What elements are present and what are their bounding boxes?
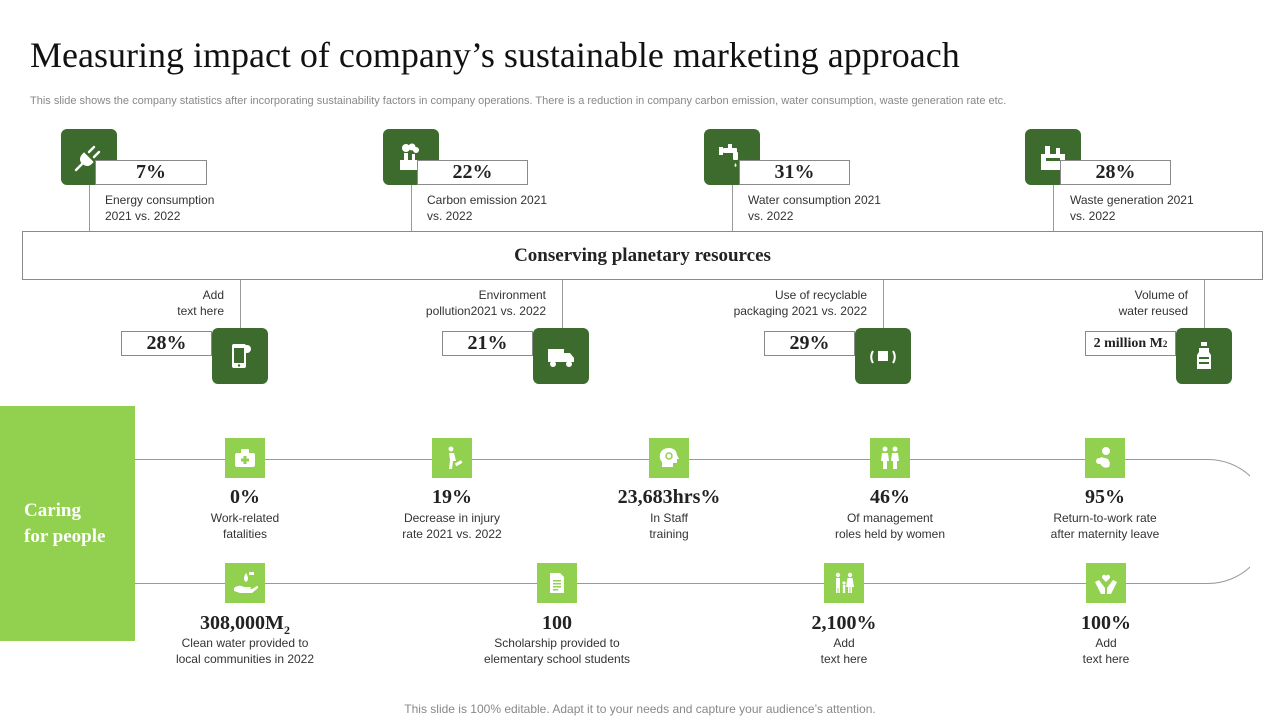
people-label-4: Of management roles held by women — [834, 511, 946, 541]
people-section-label: Caring for people — [0, 406, 135, 641]
bottom-metric-label-4: Volume of water reused — [1118, 288, 1188, 318]
plug-icon — [61, 129, 117, 185]
people-value-1: 0% — [230, 486, 260, 508]
people-label-6: Clean water provided to local communitie… — [175, 636, 315, 666]
bottom-metric-label-1: Add text here — [177, 288, 224, 318]
people-label-8: Add text here — [820, 636, 868, 666]
timeline-curve — [1207, 459, 1250, 584]
women-icon — [870, 438, 910, 478]
people-value-7: 100 — [542, 612, 572, 634]
bottom-metric-value-3: 29% — [764, 331, 855, 356]
top-metric-value-4: 28% — [1060, 160, 1171, 185]
care-hands-icon — [1086, 563, 1126, 603]
page-title: Measuring impact of company’s sustainabl… — [30, 35, 960, 75]
people-value-5: 95% — [1085, 486, 1125, 508]
recycle-box-icon — [855, 328, 911, 384]
document-icon — [537, 563, 577, 603]
first-aid-icon — [225, 438, 265, 478]
footer-note: This slide is 100% editable. Adapt it to… — [404, 702, 876, 716]
bottom-metric-value-2: 21% — [442, 331, 533, 356]
top-metric-value-3: 31% — [739, 160, 850, 185]
water-hand-icon — [225, 563, 265, 603]
top-metric-value-2: 22% — [417, 160, 528, 185]
top-metric-label-1: Energy consumption 2021 vs. 2022 — [105, 193, 215, 223]
bottle-icon — [1176, 328, 1232, 384]
people-label-3: In Staff training — [649, 511, 689, 541]
truck-icon — [533, 328, 589, 384]
people-label-5: Return-to-work rate after maternity leav… — [1050, 511, 1160, 541]
people-value-6: 308,000M2 — [200, 612, 290, 637]
people-value-2: 19% — [432, 486, 472, 508]
section-banner: Conserving planetary resources — [22, 231, 1263, 280]
people-label-9: Add text here — [1082, 636, 1130, 666]
people-label-2: Decrease in injury rate 2021 vs. 2022 — [402, 511, 502, 541]
top-metric-label-3: Water consumption 2021 vs. 2022 — [748, 193, 881, 223]
bottom-metric-label-2: Environment pollution2021 vs. 2022 — [425, 288, 546, 318]
training-icon — [649, 438, 689, 478]
bottom-metric-value-1: 28% — [121, 331, 212, 356]
injury-icon — [432, 438, 472, 478]
top-metric-value-1: 7% — [95, 160, 207, 185]
bottom-metric-label-3: Use of recyclable packaging 2021 vs. 202… — [733, 288, 867, 318]
phone-icon — [212, 328, 268, 384]
people-value-9: 100% — [1081, 612, 1131, 634]
family-icon — [824, 563, 864, 603]
top-metric-label-4: Waste generation 2021 vs. 2022 — [1070, 193, 1194, 223]
people-value-4: 46% — [870, 486, 910, 508]
people-label-7: Scholarship provided to elementary schoo… — [483, 636, 631, 666]
page-subtitle: This slide shows the company statistics … — [30, 95, 1007, 107]
top-metric-label-2: Carbon emission 2021 vs. 2022 — [427, 193, 548, 223]
maternity-icon — [1085, 438, 1125, 478]
people-value-8: 2,100% — [811, 612, 877, 634]
people-label-1: Work-related fatalities — [210, 511, 280, 541]
people-value-3: 23,683hrs% — [617, 486, 721, 508]
